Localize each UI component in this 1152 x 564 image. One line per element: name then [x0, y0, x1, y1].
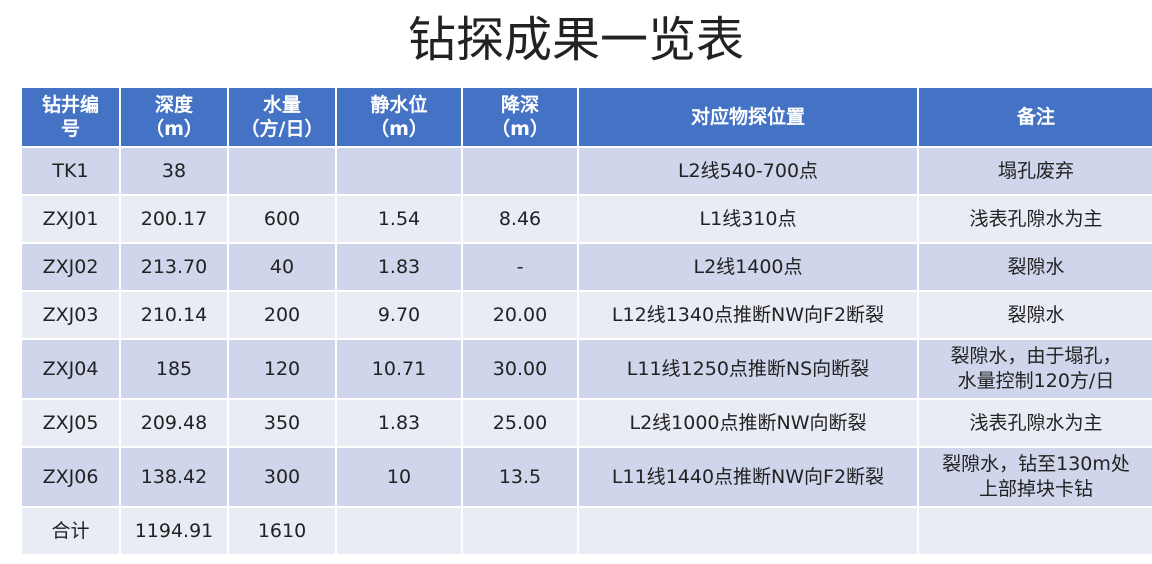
cell-geophysical-location: L12线1340点推断NW向F2断裂 — [577, 290, 919, 340]
cell-drawdown — [461, 146, 579, 196]
cell-total-water-volume: 1610 — [227, 506, 337, 556]
cell-static-level: 1.83 — [335, 242, 463, 292]
cell-well-id: ZXJ01 — [20, 194, 121, 244]
cell-drawdown — [461, 506, 579, 556]
cell-drawdown: 25.00 — [461, 398, 579, 448]
cell-static-level: 1.54 — [335, 194, 463, 244]
cell-depth: 213.70 — [119, 242, 229, 292]
cell-remarks: 裂隙水，由于塌孔， 水量控制120方/日 — [917, 338, 1152, 400]
cell-depth: 200.17 — [119, 194, 229, 244]
cell-depth: 138.42 — [119, 446, 229, 508]
column-header-depth: 深度 （m） — [119, 86, 229, 148]
cell-static-level — [335, 146, 463, 196]
cell-water-volume — [227, 146, 337, 196]
column-header-geophysical-location: 对应物探位置 — [577, 86, 919, 148]
cell-geophysical-location: L11线1440点推断NW向F2断裂 — [577, 446, 919, 508]
cell-depth: 38 — [119, 146, 229, 196]
column-header-water-volume: 水量 （方/日） — [227, 86, 337, 148]
drilling-results-table: 钻井编号 深度 （m） 水量 （方/日） 静水位 （m） 降深 （m） 对应物探位置 备… — [20, 86, 1152, 556]
cell-remarks: 裂隙水 — [917, 242, 1152, 292]
cell-water-volume: 200 — [227, 290, 337, 340]
cell-well-id: ZXJ04 — [20, 338, 121, 400]
cell-depth: 210.14 — [119, 290, 229, 340]
cell-well-id: ZXJ06 — [20, 446, 121, 508]
cell-water-volume: 40 — [227, 242, 337, 292]
cell-drawdown: - — [461, 242, 579, 292]
cell-depth: 185 — [119, 338, 229, 400]
table-row: TK1 38 L2线540-700点 塌孔废弃 — [20, 146, 1152, 196]
table-row: ZXJ06 138.42 300 10 13.5 L11线1440点推断NW向F… — [20, 446, 1152, 508]
cell-remarks: 塌孔废弃 — [917, 146, 1152, 196]
cell-geophysical-location: L2线540-700点 — [577, 146, 919, 196]
table-row: ZXJ04 185 120 10.71 30.00 L11线1250点推断NS向… — [20, 338, 1152, 400]
cell-geophysical-location: L1线310点 — [577, 194, 919, 244]
cell-remarks: 裂隙水 — [917, 290, 1152, 340]
cell-geophysical-location — [577, 506, 919, 556]
cell-geophysical-location: L2线1000点推断NW向断裂 — [577, 398, 919, 448]
cell-static-level: 10 — [335, 446, 463, 508]
cell-static-level — [335, 506, 463, 556]
cell-total-label: 合计 — [20, 506, 121, 556]
cell-well-id: ZXJ02 — [20, 242, 121, 292]
cell-water-volume: 300 — [227, 446, 337, 508]
cell-drawdown: 30.00 — [461, 338, 579, 400]
cell-static-level: 10.71 — [335, 338, 463, 400]
cell-remarks: 浅表孔隙水为主 — [917, 194, 1152, 244]
cell-drawdown: 13.5 — [461, 446, 579, 508]
cell-remarks — [917, 506, 1152, 556]
header-row: 钻井编号 深度 （m） 水量 （方/日） 静水位 （m） 降深 （m） 对应物探位置 备… — [20, 86, 1152, 148]
table-row: ZXJ02 213.70 40 1.83 - L2线1400点 裂隙水 — [20, 242, 1152, 292]
cell-geophysical-location: L11线1250点推断NS向断裂 — [577, 338, 919, 400]
cell-depth: 209.48 — [119, 398, 229, 448]
cell-well-id: ZXJ03 — [20, 290, 121, 340]
column-header-static-water-level: 静水位 （m） — [335, 86, 463, 148]
column-header-remarks: 备注 — [917, 86, 1152, 148]
cell-static-level: 1.83 — [335, 398, 463, 448]
cell-water-volume: 600 — [227, 194, 337, 244]
table-row: ZXJ01 200.17 600 1.54 8.46 L1线310点 浅表孔隙水… — [20, 194, 1152, 244]
table-row: ZXJ05 209.48 350 1.83 25.00 L2线1000点推断NW… — [20, 398, 1152, 448]
page-title: 钻探成果一览表 — [407, 12, 744, 68]
column-header-drawdown: 降深 （m） — [461, 86, 579, 148]
total-row: 合计 1194.91 1610 — [20, 506, 1152, 556]
cell-remarks: 裂隙水，钻至130m处 上部掉块卡钻 — [917, 446, 1152, 508]
cell-water-volume: 120 — [227, 338, 337, 400]
cell-water-volume: 350 — [227, 398, 337, 448]
cell-well-id: TK1 — [20, 146, 121, 196]
cell-well-id: ZXJ05 — [20, 398, 121, 448]
cell-drawdown: 8.46 — [461, 194, 579, 244]
cell-drawdown: 20.00 — [461, 290, 579, 340]
cell-remarks: 浅表孔隙水为主 — [917, 398, 1152, 448]
cell-total-depth: 1194.91 — [119, 506, 229, 556]
column-header-well-id: 钻井编号 — [20, 86, 121, 148]
cell-static-level: 9.70 — [335, 290, 463, 340]
table-row: ZXJ03 210.14 200 9.70 20.00 L12线1340点推断N… — [20, 290, 1152, 340]
cell-geophysical-location: L2线1400点 — [577, 242, 919, 292]
